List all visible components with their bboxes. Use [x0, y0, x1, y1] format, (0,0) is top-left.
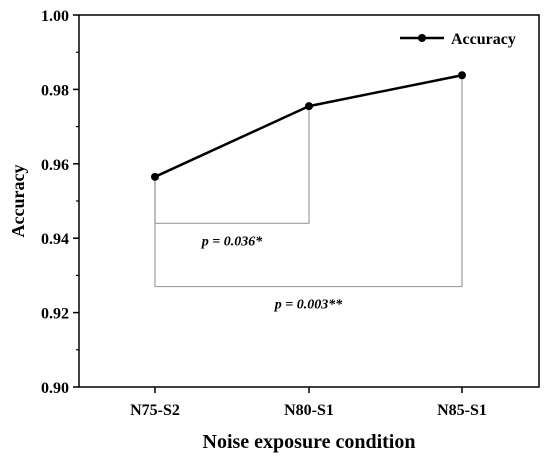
data-point	[458, 71, 466, 80]
x-tick-label: N80-S1	[284, 402, 334, 419]
y-tick-label: 0.94	[41, 231, 69, 248]
series-layer	[151, 71, 466, 181]
y-tick-label: 0.92	[41, 306, 69, 323]
p-value-label: p = 0.003**	[274, 298, 343, 313]
data-point	[305, 102, 313, 111]
significance-bracket	[154, 75, 463, 288]
y-tick-label: 0.90	[41, 380, 69, 397]
significance-brackets: p = 0.036* p = 0.003**	[154, 75, 463, 313]
legend: Accuracy	[400, 31, 516, 48]
y-tick-label: 1.00	[41, 8, 69, 25]
x-tick-label: N75-S2	[130, 402, 180, 419]
data-point	[151, 172, 159, 181]
legend-marker	[418, 34, 426, 42]
y-tick-label: 0.96	[41, 157, 69, 174]
significance-bracket	[154, 106, 310, 224]
p-value-label: p = 0.036*	[201, 234, 263, 249]
axis-ticks: 0.90 0.92 0.94 0.96 0.98 1.00 N75-S2 N80-S1 N85-…	[41, 8, 487, 419]
y-tick-label: 0.98	[41, 82, 69, 99]
y-axis-title: Accuracy	[8, 165, 28, 238]
x-axis-title: Noise exposure condition	[203, 431, 416, 453]
legend-label: Accuracy	[451, 31, 516, 48]
x-tick-label: N85-S1	[437, 402, 487, 419]
